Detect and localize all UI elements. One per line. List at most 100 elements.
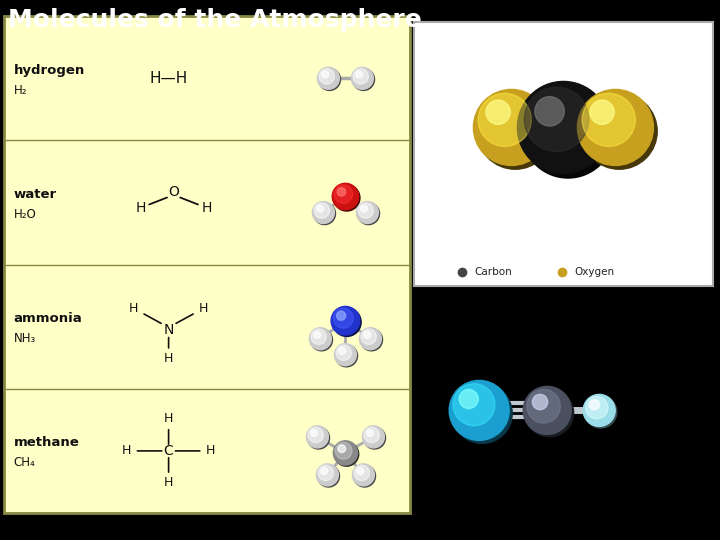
Circle shape	[313, 202, 336, 225]
Text: H₂O: H₂O	[14, 208, 36, 221]
Circle shape	[518, 82, 609, 173]
Circle shape	[364, 332, 371, 339]
Circle shape	[364, 427, 385, 449]
Circle shape	[361, 205, 368, 212]
Text: ammonia: ammonia	[14, 312, 82, 325]
Circle shape	[474, 90, 549, 165]
Circle shape	[307, 427, 330, 449]
Circle shape	[583, 394, 615, 427]
Circle shape	[577, 90, 654, 165]
Circle shape	[314, 332, 320, 339]
Circle shape	[585, 396, 608, 419]
Text: H: H	[122, 444, 131, 457]
Circle shape	[535, 97, 564, 126]
Circle shape	[333, 308, 361, 336]
Circle shape	[362, 426, 384, 448]
Circle shape	[477, 93, 553, 169]
Circle shape	[312, 201, 334, 224]
Circle shape	[334, 343, 356, 366]
Text: NH₃: NH₃	[14, 332, 36, 345]
Circle shape	[332, 183, 359, 210]
Circle shape	[356, 71, 363, 78]
Circle shape	[334, 185, 353, 204]
Circle shape	[318, 465, 340, 487]
Circle shape	[589, 400, 600, 410]
Circle shape	[331, 306, 360, 335]
Circle shape	[353, 69, 374, 90]
Text: H: H	[135, 200, 145, 214]
Circle shape	[319, 69, 335, 84]
Circle shape	[308, 427, 323, 443]
Circle shape	[333, 308, 354, 328]
Circle shape	[336, 345, 351, 361]
Circle shape	[352, 464, 374, 486]
Circle shape	[354, 465, 376, 487]
Circle shape	[359, 328, 382, 350]
Circle shape	[590, 100, 614, 124]
Circle shape	[338, 347, 346, 354]
Text: CH₄: CH₄	[14, 456, 35, 469]
Text: Oxygen: Oxygen	[574, 267, 614, 277]
Circle shape	[335, 442, 352, 459]
Circle shape	[452, 383, 512, 443]
Circle shape	[351, 68, 374, 89]
Circle shape	[322, 71, 328, 78]
Circle shape	[459, 389, 478, 409]
Circle shape	[317, 205, 323, 212]
Text: H: H	[164, 476, 174, 489]
Text: water: water	[14, 188, 57, 201]
Circle shape	[524, 87, 589, 152]
Text: H: H	[129, 302, 138, 315]
Circle shape	[366, 429, 374, 436]
Circle shape	[361, 329, 382, 351]
Text: H₂: H₂	[14, 84, 27, 97]
Circle shape	[522, 86, 614, 178]
Circle shape	[582, 93, 635, 146]
Text: H: H	[202, 200, 212, 214]
Circle shape	[336, 345, 358, 367]
Circle shape	[449, 380, 509, 441]
Circle shape	[318, 69, 341, 90]
Circle shape	[532, 394, 548, 410]
Circle shape	[354, 465, 369, 481]
Circle shape	[478, 93, 531, 146]
Circle shape	[307, 426, 328, 448]
Text: C: C	[163, 444, 174, 458]
Text: H: H	[164, 413, 174, 426]
Circle shape	[361, 329, 377, 345]
Circle shape	[356, 468, 364, 475]
Circle shape	[356, 201, 379, 224]
Circle shape	[453, 384, 495, 426]
Text: N: N	[163, 323, 174, 337]
Circle shape	[338, 445, 346, 453]
Circle shape	[310, 329, 333, 351]
Circle shape	[353, 69, 369, 84]
Circle shape	[333, 441, 358, 465]
Circle shape	[311, 329, 326, 345]
Bar	[4, 16, 410, 513]
Circle shape	[526, 389, 574, 437]
Circle shape	[333, 185, 360, 211]
Bar	[414, 22, 713, 286]
Circle shape	[310, 328, 331, 350]
Circle shape	[527, 389, 560, 423]
Text: H: H	[199, 302, 208, 315]
Circle shape	[358, 202, 379, 225]
Circle shape	[310, 429, 318, 436]
Text: O: O	[168, 186, 179, 199]
Circle shape	[358, 203, 374, 218]
Circle shape	[364, 427, 379, 443]
Circle shape	[523, 387, 571, 434]
Circle shape	[316, 464, 338, 486]
Text: methane: methane	[14, 436, 79, 449]
Circle shape	[314, 203, 330, 218]
Text: Molecules of the Atmosphere: Molecules of the Atmosphere	[8, 8, 422, 32]
Circle shape	[318, 465, 333, 481]
Circle shape	[486, 100, 510, 124]
Text: H: H	[164, 352, 174, 365]
Circle shape	[320, 468, 328, 475]
Text: H—H: H—H	[150, 71, 188, 86]
Circle shape	[336, 311, 346, 320]
Text: H: H	[206, 444, 215, 457]
Circle shape	[585, 396, 617, 428]
